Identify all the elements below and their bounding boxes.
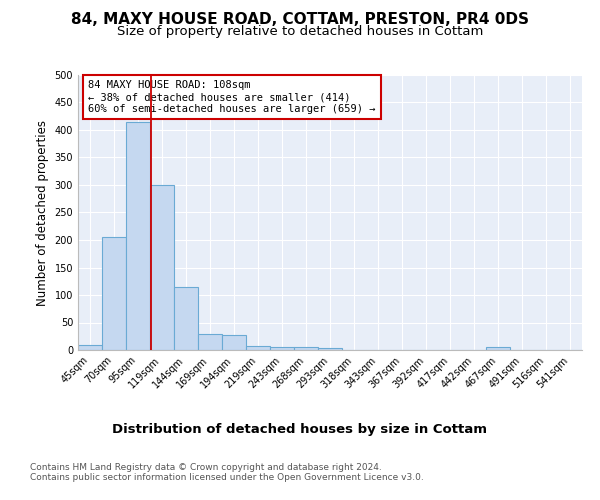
Y-axis label: Number of detached properties: Number of detached properties <box>36 120 49 306</box>
Bar <box>126 122 150 350</box>
Text: Contains HM Land Registry data © Crown copyright and database right 2024.
Contai: Contains HM Land Registry data © Crown c… <box>30 462 424 482</box>
Text: Distribution of detached houses by size in Cottam: Distribution of detached houses by size … <box>113 422 487 436</box>
Bar <box>150 185 174 350</box>
Bar <box>318 348 342 350</box>
Text: 84, MAXY HOUSE ROAD, COTTAM, PRESTON, PR4 0DS: 84, MAXY HOUSE ROAD, COTTAM, PRESTON, PR… <box>71 12 529 28</box>
Bar <box>486 347 510 350</box>
Bar <box>270 347 294 350</box>
Bar <box>102 238 126 350</box>
Text: 84 MAXY HOUSE ROAD: 108sqm
← 38% of detached houses are smaller (414)
60% of sem: 84 MAXY HOUSE ROAD: 108sqm ← 38% of deta… <box>88 80 376 114</box>
Bar <box>246 346 270 350</box>
Text: Size of property relative to detached houses in Cottam: Size of property relative to detached ho… <box>117 25 483 38</box>
Bar <box>78 344 102 350</box>
Bar <box>294 347 318 350</box>
Bar <box>222 335 246 350</box>
Bar <box>198 334 222 350</box>
Bar <box>174 286 198 350</box>
